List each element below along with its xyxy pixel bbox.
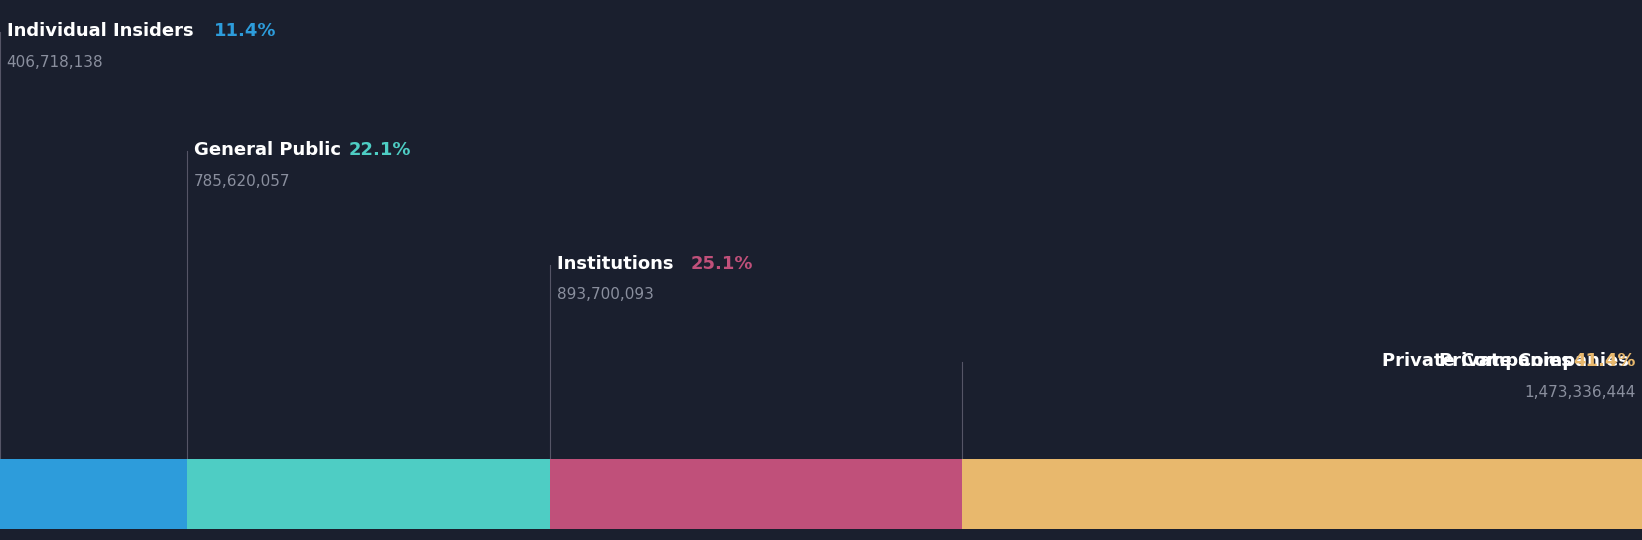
Text: 11.4%: 11.4% — [213, 23, 276, 40]
Text: 22.1%: 22.1% — [350, 141, 412, 159]
Text: Institutions: Institutions — [557, 255, 680, 273]
Text: 893,700,093: 893,700,093 — [557, 287, 654, 302]
Text: 785,620,057: 785,620,057 — [194, 174, 291, 189]
Text: 1,473,336,444: 1,473,336,444 — [1524, 384, 1635, 400]
Text: Private Companies: Private Companies — [1440, 352, 1635, 370]
Text: Private Companies: Private Companies — [1383, 352, 1578, 370]
Text: 41.4%: 41.4% — [1573, 352, 1635, 370]
Bar — [550, 459, 962, 529]
Text: 25.1%: 25.1% — [691, 255, 754, 273]
Bar — [962, 459, 1642, 529]
Bar — [187, 459, 550, 529]
Text: 406,718,138: 406,718,138 — [7, 55, 103, 70]
Text: General Public: General Public — [194, 141, 346, 159]
Text: Individual Insiders: Individual Insiders — [7, 23, 199, 40]
Bar — [0, 459, 187, 529]
